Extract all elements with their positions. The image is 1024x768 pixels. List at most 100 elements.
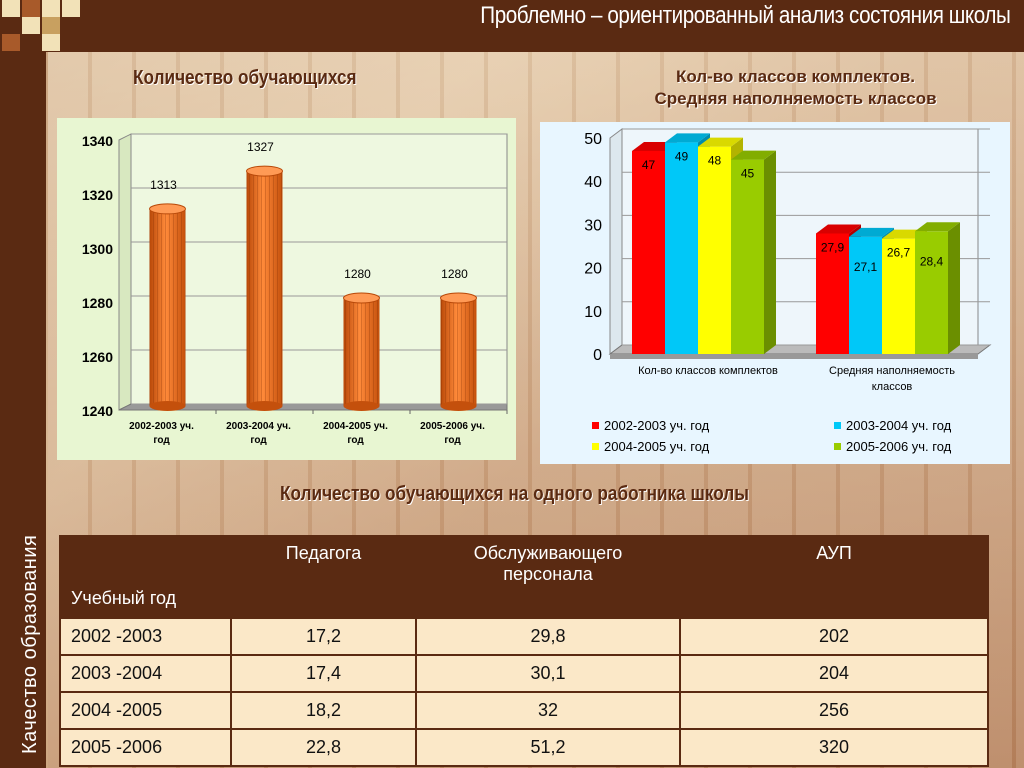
bar-top (665, 133, 710, 143)
header-service-staff: Обслуживающего персонала (415, 535, 681, 619)
side-wall (118, 133, 132, 411)
classes-heading-line2: Средняя наполняемость классов (654, 89, 937, 108)
cell-admin: 202 (679, 617, 989, 656)
x-tick-label: 2004-2005 уч. год (323, 421, 388, 446)
cell-service-staff: 29,8 (415, 617, 681, 656)
data-label: 48 (708, 154, 722, 168)
header-year: Учебный год (59, 535, 232, 619)
cell-year: 2005 -2006 (59, 728, 232, 767)
bar-top (731, 150, 776, 160)
y-tick-label: 1340 (82, 133, 113, 149)
bar-side (764, 150, 776, 354)
y-tick-label: 40 (584, 174, 602, 191)
bar-top (849, 227, 894, 237)
data-label: 45 (741, 167, 755, 181)
bar-base (343, 401, 380, 411)
data-label: 27,9 (821, 240, 845, 254)
y-tick-label: 10 (584, 304, 602, 321)
legend-label: 2004-2005 уч. год (604, 439, 710, 454)
students-chart-heading: Количество обучающихся (133, 67, 357, 89)
y-tick-label: 1280 (82, 295, 113, 311)
side-wall (609, 128, 623, 355)
bar-front (816, 233, 849, 354)
logo-mosaic (0, 0, 80, 52)
table-row: 2002 -2003 17,2 29,8 202 (59, 617, 989, 656)
per-worker-heading: Количество обучающихся на одного работни… (280, 483, 749, 505)
data-label: 47 (642, 158, 656, 172)
legend-swatch (592, 422, 599, 429)
bar-front (915, 231, 948, 354)
bar-top (440, 292, 477, 304)
data-label: 49 (675, 149, 689, 163)
cell-teachers: 17,2 (230, 617, 417, 656)
data-label: 28,4 (920, 254, 944, 268)
bar-top (246, 165, 283, 177)
legend-swatch (834, 422, 841, 429)
bar-front (849, 236, 882, 354)
table-row: 2003 -2004 17,4 30,1 204 (59, 654, 989, 693)
bar-base (149, 401, 186, 411)
cell-year: 2004 -2005 (59, 691, 232, 730)
sidebar-label: Качество образования (19, 534, 41, 754)
bar (149, 203, 186, 411)
legend-swatch (592, 443, 599, 450)
cell-teachers: 17,4 (230, 654, 417, 693)
header-admin: АУП (679, 535, 989, 619)
y-tick-label: 1300 (82, 241, 113, 257)
legend-label: 2005-2006 уч. год (846, 439, 952, 454)
bar-base (246, 401, 283, 411)
y-tick-label: 20 (584, 261, 602, 278)
cell-service-staff: 51,2 (415, 728, 681, 767)
bar (440, 292, 477, 411)
bar (731, 150, 776, 354)
cell-service-staff: 32 (415, 691, 681, 730)
bar-top (698, 137, 743, 147)
bar (343, 292, 380, 411)
cell-teachers: 22,8 (230, 728, 417, 767)
table-header-row: Учебный год Педагога Обслуживающего перс… (59, 535, 989, 619)
bar-top (816, 224, 861, 234)
page-title: Проблемно – ориентированный анализ состо… (479, 2, 1010, 29)
bar-front (882, 238, 915, 354)
x-tick-label: Кол-во классов комплектов (638, 365, 778, 377)
cell-admin: 256 (679, 691, 989, 730)
bar-front (632, 150, 665, 354)
data-label: 1280 (344, 267, 371, 281)
per-worker-table: Учебный год Педагога Обслуживающего перс… (59, 535, 989, 767)
x-tick-label: Средняя наполняемость классов (829, 365, 955, 393)
bar-top (343, 292, 380, 304)
bar-top (915, 222, 960, 232)
bar (915, 222, 960, 354)
table-row: 2004 -2005 18,2 32 256 (59, 691, 989, 730)
classes-chart-heading: Кол-во классов комплектов. Средняя напол… (598, 66, 993, 110)
bar-texture (149, 208, 186, 406)
floor-edge (610, 354, 978, 359)
bar (246, 165, 283, 411)
cell-admin: 204 (679, 654, 989, 693)
legend-swatch (834, 443, 841, 450)
students-chart-svg: 1240 1260 1280 1300 1320 1340 1313 2002-2003 уч… (82, 133, 508, 446)
bar-texture (440, 298, 477, 406)
data-label: 1327 (247, 140, 274, 154)
cell-service-staff: 30,1 (415, 654, 681, 693)
legend-label: 2002-2003 уч. год (604, 418, 710, 433)
data-label: 26,7 (887, 246, 911, 260)
x-tick-label: 2003-2004 уч. год (226, 421, 291, 446)
title-bar: Проблемно – ориентированный анализ состо… (0, 0, 1024, 52)
y-tick-label: 30 (584, 217, 602, 234)
header-teachers: Педагога (230, 535, 417, 619)
cell-admin: 320 (679, 728, 989, 767)
y-tick-label: 1240 (82, 403, 113, 419)
sidebar: Качество образования (0, 52, 46, 768)
classes-chart-svg: 0 10 20 30 40 50 47 49 48 45 Кол-во классов компле… (584, 128, 992, 454)
classes-chart: 0 10 20 30 40 50 47 49 48 45 Кол-во классов компле… (540, 122, 1010, 464)
y-tick-label: 1320 (82, 187, 113, 203)
x-tick-label: 2002-2003 уч. год (129, 421, 194, 446)
cell-year: 2002 -2003 (59, 617, 232, 656)
classes-heading-line1: Кол-во классов комплектов. (675, 67, 916, 86)
legend-label: 2003-2004 уч. год (846, 418, 952, 433)
cell-year: 2003 -2004 (59, 654, 232, 693)
bar-texture (246, 171, 283, 406)
data-label: 27,1 (854, 260, 878, 274)
bar-base (440, 401, 477, 411)
